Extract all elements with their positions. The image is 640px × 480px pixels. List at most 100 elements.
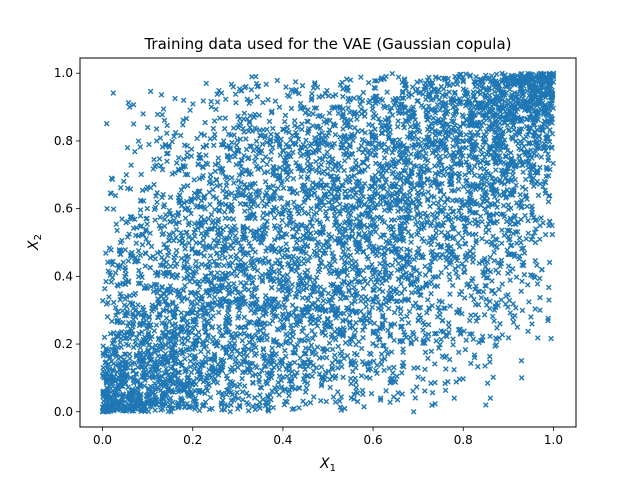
scatter-point [369, 122, 376, 129]
scatter-point [525, 217, 531, 224]
scatter-point [464, 188, 471, 195]
scatter-point [487, 333, 493, 340]
scatter-point [112, 192, 119, 199]
scatter-point [245, 367, 251, 373]
scatter-point [237, 331, 244, 337]
scatter-point [253, 154, 259, 160]
scatter-point [200, 237, 207, 244]
scatter-point [208, 374, 215, 381]
scatter-point [258, 367, 265, 374]
scatter-point [330, 303, 336, 309]
scatter-point [442, 305, 448, 312]
scatter-point [239, 337, 246, 344]
scatter-point [450, 341, 456, 348]
scatter-point [345, 235, 352, 242]
scatter-point [522, 212, 528, 219]
scatter-point [331, 140, 338, 147]
scatter-point [338, 394, 344, 400]
scatter-point [154, 199, 160, 206]
scatter-point [329, 346, 336, 353]
scatter-point [135, 138, 142, 144]
scatter-point [130, 121, 137, 127]
scatter-point [494, 325, 500, 331]
scatter-point [536, 275, 543, 282]
scatter-point [460, 78, 467, 85]
scatter-point [220, 226, 226, 233]
scatter-point [412, 395, 419, 401]
scatter-point [408, 92, 415, 98]
scatter-point [287, 136, 294, 143]
scatter-point [201, 317, 207, 323]
scatter-point [228, 402, 234, 408]
scatter-point [264, 336, 270, 343]
scatter-point [479, 235, 485, 242]
scatter-point [402, 117, 409, 124]
scatter-point [278, 377, 285, 384]
scatter-point [482, 363, 488, 369]
scatter-point [475, 183, 481, 190]
scatter-point [207, 201, 213, 208]
scatter-point [300, 325, 307, 331]
scatter-point [369, 304, 376, 311]
scatter-point [549, 130, 556, 137]
scatter-point [227, 408, 233, 415]
scatter-point [436, 204, 442, 210]
scatter-point [161, 117, 168, 124]
scatter-point [313, 105, 320, 111]
scatter-point [201, 253, 207, 259]
scatter-point [398, 184, 405, 191]
scatter-point [329, 144, 335, 151]
scatter-point [253, 138, 260, 145]
scatter-point [237, 404, 243, 410]
scatter-point [264, 245, 271, 251]
scatter-point [456, 243, 463, 250]
scatter-point [234, 347, 241, 354]
scatter-point [204, 337, 211, 344]
scatter-point [345, 105, 352, 111]
scatter-point [510, 319, 517, 326]
scatter-point [200, 144, 206, 150]
scatter-point [187, 107, 193, 114]
scatter-point [286, 207, 292, 214]
scatter-point [171, 217, 177, 224]
scatter-point [187, 358, 194, 364]
scatter-point [254, 93, 261, 100]
scatter-point [455, 274, 461, 281]
scatter-point [413, 336, 420, 342]
scatter-point [170, 311, 176, 317]
scatter-point [309, 327, 315, 334]
scatter-point [329, 366, 336, 373]
scatter-point [213, 251, 220, 257]
scatter-point [287, 340, 294, 346]
scatter-point [182, 205, 189, 212]
scatter-point [101, 285, 108, 292]
scatter-point [281, 118, 288, 125]
scatter-point [549, 231, 556, 238]
scatter-point [284, 373, 291, 380]
scatter-point [398, 290, 405, 296]
scatter-point [325, 165, 331, 172]
scatter-point [257, 165, 264, 171]
scatter-point [400, 180, 407, 186]
scatter-point [216, 115, 223, 121]
scatter-point [319, 156, 326, 163]
scatter-point [163, 244, 169, 251]
scatter-point [206, 189, 213, 196]
scatter-point [447, 291, 453, 297]
scatter-point [452, 89, 458, 96]
scatter-point [162, 298, 169, 304]
scatter-point [442, 153, 449, 160]
scatter-point [290, 189, 296, 196]
scatter-point [241, 208, 248, 214]
scatter-point [507, 277, 514, 283]
scatter-point [387, 333, 393, 339]
scatter-point [320, 297, 327, 304]
scatter-point [301, 199, 307, 206]
scatter-point [415, 374, 421, 380]
scatter-point [529, 233, 536, 240]
scatter-point [323, 398, 330, 405]
scatter-point [163, 293, 169, 300]
scatter-point [250, 380, 256, 387]
scatter-point [531, 229, 538, 236]
scatter-point [216, 328, 223, 334]
